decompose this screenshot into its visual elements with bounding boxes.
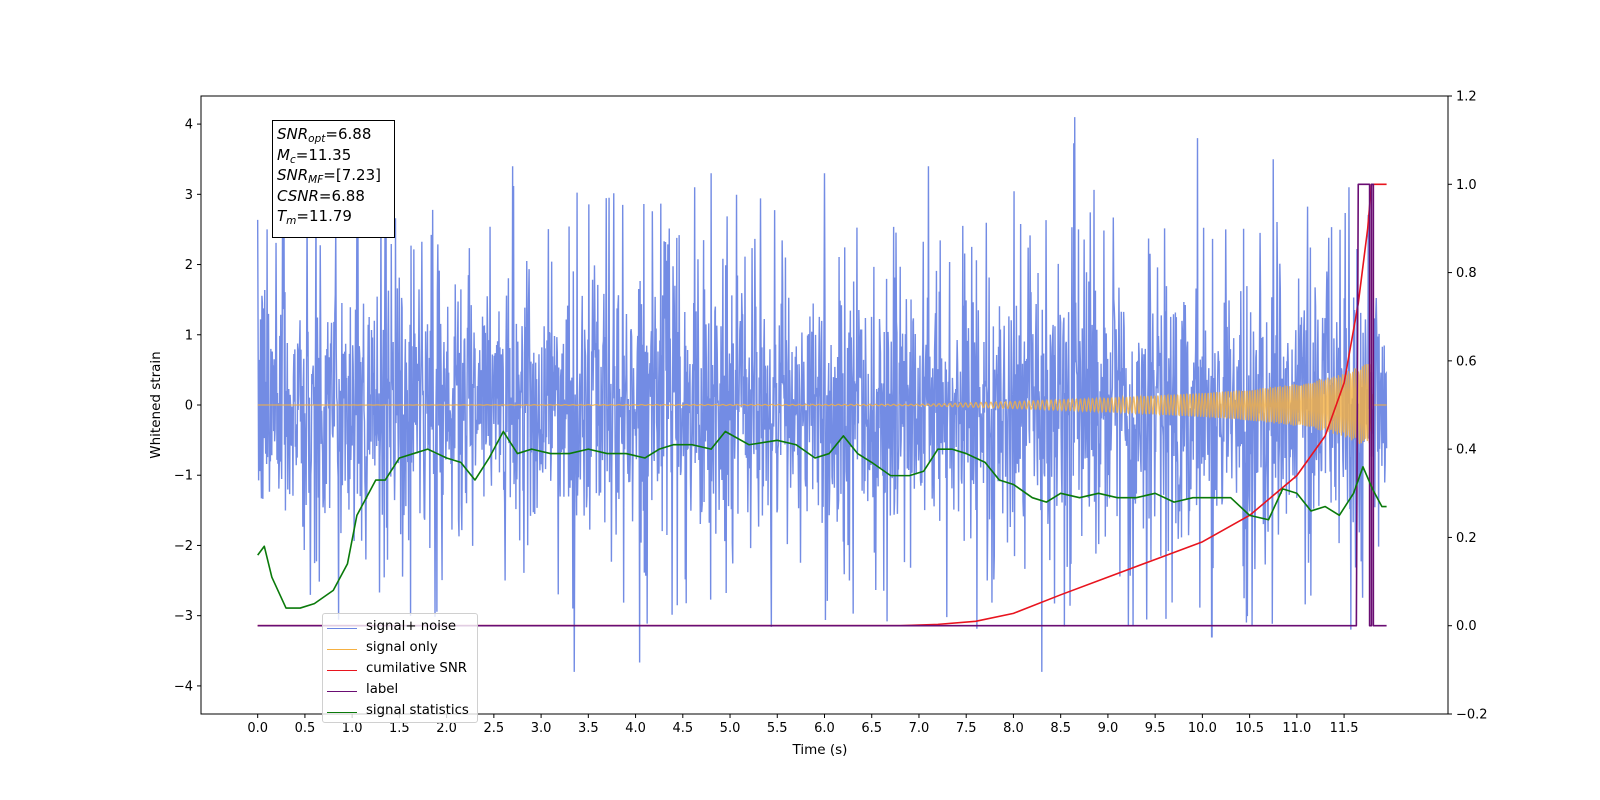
x-tick-label: 8.5 [1050, 721, 1071, 736]
legend-item-cumulative-snr: cumilative SNR [323, 660, 477, 681]
legend-swatch-cumulative-snr [327, 670, 357, 671]
x-tick-label: 11.0 [1282, 721, 1311, 736]
axis-layer: 0.0 0.5 1.0 1.5 2.0 2.5 3.0 3.5 4.0 4.5 5.0 5.5 6.0 6… [174, 90, 1488, 737]
y2-tick-label: 0.4 [1456, 443, 1477, 458]
legend-swatch-signal-noise [327, 628, 357, 629]
legend-label: cumilative SNR [366, 661, 468, 676]
legend-label: signal+ noise [366, 619, 457, 634]
stat-csnr-value: 6.88 [331, 186, 365, 205]
stat-snr-opt: SNRopt=6.88 [277, 125, 372, 145]
x-tick-label: 0.5 [295, 721, 316, 736]
y2-tick-label: 1.2 [1456, 90, 1477, 105]
x-tick-label: 8.0 [1003, 721, 1024, 736]
x-tick-label: 9.5 [1145, 721, 1166, 736]
stat-tm-value: 11.79 [308, 207, 352, 225]
legend-swatch-signal-only [327, 649, 357, 650]
series-signal-only [257, 364, 1387, 444]
legend-label: signal statistics [366, 703, 469, 718]
x-tick-label: 3.5 [578, 721, 599, 736]
y-axis-label: Whitened strain [148, 351, 164, 458]
y-tick-label: 3 [185, 188, 193, 203]
x-tick-label: 1.0 [342, 721, 363, 736]
x-tick-label: 5.5 [767, 721, 788, 736]
x-tick-label: 3.0 [531, 721, 552, 736]
y2-tick-label: −0.2 [1456, 708, 1488, 723]
legend-label: label [366, 682, 399, 697]
x-tick-label: 5.0 [720, 721, 741, 736]
stat-snr-mf: SNRMF=[7.23] [277, 166, 381, 186]
x-tick-label: 0.0 [247, 721, 268, 736]
stat-tm: Tm=11.79 [277, 207, 352, 227]
stat-mc: Mc=11.35 [277, 145, 352, 166]
legend-swatch-label [327, 691, 357, 692]
x-tick-label: 9.0 [1098, 721, 1119, 736]
y-tick-label: −2 [174, 539, 193, 554]
legend-label: signal only [366, 640, 438, 655]
y-tick-label: −3 [174, 609, 193, 624]
y2-tick-label: 0.0 [1456, 619, 1477, 634]
y2-tick-label: 0.6 [1456, 354, 1477, 369]
x-tick-label: 7.5 [956, 721, 977, 736]
y-tick-label: 0 [185, 399, 193, 414]
stat-csnr: CSNR=6.88 [277, 186, 365, 205]
x-tick-label: 4.5 [672, 721, 693, 736]
y-tick-label: 4 [185, 118, 193, 133]
series-signal-noise [256, 117, 1388, 672]
x-tick-label: 1.5 [389, 721, 410, 736]
legend-item-signal-noise: signal+ noise [323, 618, 477, 639]
x-tick-label: 10.5 [1235, 721, 1264, 736]
y-tick-label: −1 [174, 469, 193, 484]
x-tick-label: 2.5 [484, 721, 505, 736]
x-tick-label: 7.0 [909, 721, 930, 736]
y-tick-label: 1 [185, 328, 193, 343]
stat-snr-mf-value: [7.23] [335, 166, 381, 184]
y2-tick-label: 0.2 [1456, 531, 1477, 546]
y2-tick-label: 0.8 [1456, 266, 1477, 281]
x-tick-label: 2.0 [436, 721, 457, 736]
y-tick-label: −4 [174, 679, 193, 694]
legend-item-signal-only: signal only [323, 639, 477, 660]
x-tick-label: 4.0 [625, 721, 646, 736]
x-tick-label: 10.0 [1188, 721, 1217, 736]
x-axis-label: Time (s) [792, 742, 848, 758]
y-tick-label: 2 [185, 258, 193, 273]
data-layer [256, 117, 1388, 672]
stat-snr-opt-value: 6.88 [337, 125, 372, 143]
x-tick-label: 11.5 [1330, 721, 1359, 736]
stats-box: SNRopt=6.88 Mc=11.35 SNRMF=[7.23] CSNR=6… [272, 120, 395, 238]
legend-item-label: label [323, 681, 477, 702]
series-cumulative-snr [257, 183, 1387, 627]
series-label [257, 183, 1387, 627]
stat-mc-value: 11.35 [308, 145, 352, 164]
legend: signal+ noise signal only cumilative SNR… [322, 613, 478, 723]
x-tick-label: 6.5 [861, 721, 882, 736]
x-tick-label: 6.0 [814, 721, 835, 736]
y2-tick-label: 1.0 [1456, 178, 1477, 193]
legend-swatch-signal-statistics [327, 712, 357, 713]
legend-item-signal-statistics: signal statistics [323, 702, 477, 723]
series-signal-statistics [257, 430, 1387, 609]
